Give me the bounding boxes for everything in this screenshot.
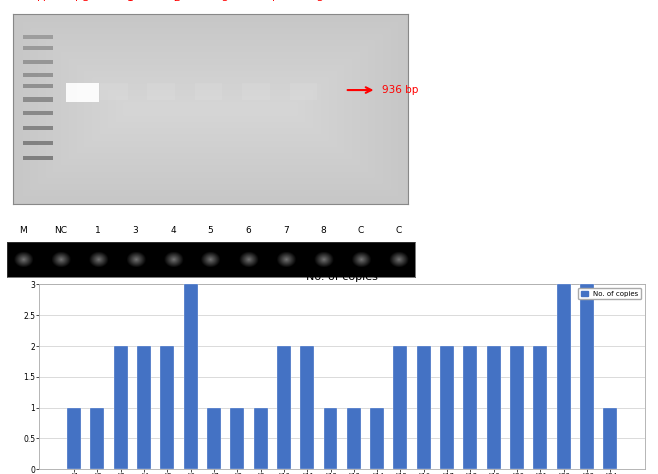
Bar	[417, 346, 431, 469]
Bar	[277, 346, 291, 469]
Bar	[393, 346, 407, 469]
Text: PC: PC	[76, 0, 89, 3]
Bar	[370, 408, 384, 469]
Text: M: M	[19, 226, 27, 235]
Text: 1: 1	[95, 226, 101, 235]
Text: 7: 7	[283, 226, 288, 235]
Bar	[230, 408, 244, 469]
Bar	[510, 346, 524, 469]
Bar	[195, 83, 222, 100]
Text: C: C	[357, 226, 364, 235]
Bar	[290, 83, 317, 100]
Bar	[242, 83, 270, 100]
Text: 1: 1	[126, 0, 133, 3]
Bar	[67, 408, 81, 469]
Bar	[23, 35, 53, 39]
Text: M: M	[37, 0, 46, 3]
Bar	[534, 346, 547, 469]
Text: 4: 4	[268, 0, 275, 3]
Legend: No. of copies: No. of copies	[578, 288, 642, 300]
Bar	[114, 346, 128, 469]
Text: 5: 5	[316, 0, 322, 3]
Text: 936 bp: 936 bp	[382, 85, 418, 95]
Bar	[463, 346, 478, 469]
Bar	[487, 346, 501, 469]
Bar	[324, 408, 338, 469]
Text: 3: 3	[133, 226, 138, 235]
Text: NC: NC	[54, 226, 67, 235]
Bar	[557, 284, 570, 469]
Bar	[347, 408, 361, 469]
Bar	[23, 60, 53, 64]
Bar	[90, 408, 105, 469]
Text: 5: 5	[208, 226, 213, 235]
Bar	[207, 408, 221, 469]
Bar	[184, 284, 197, 469]
Title: No. of copies: No. of copies	[306, 272, 378, 282]
Text: 6: 6	[245, 226, 251, 235]
Bar	[580, 284, 594, 469]
Bar	[23, 73, 53, 77]
Bar	[23, 111, 53, 115]
Text: 8: 8	[320, 226, 326, 235]
Text: 2: 2	[174, 0, 180, 3]
Text: C: C	[395, 226, 401, 235]
Bar	[253, 408, 268, 469]
Bar	[137, 346, 151, 469]
Text: 4: 4	[170, 226, 176, 235]
Bar	[161, 346, 174, 469]
Bar	[23, 141, 53, 145]
Bar	[23, 98, 53, 101]
Bar	[23, 84, 53, 88]
Bar	[147, 83, 175, 100]
Bar	[300, 346, 314, 469]
Bar	[23, 126, 53, 130]
Bar	[66, 83, 99, 102]
Bar	[100, 83, 128, 100]
Text: 3: 3	[221, 0, 228, 3]
Bar	[603, 408, 617, 469]
Bar	[23, 156, 53, 160]
Bar	[23, 46, 53, 50]
Bar	[440, 346, 454, 469]
